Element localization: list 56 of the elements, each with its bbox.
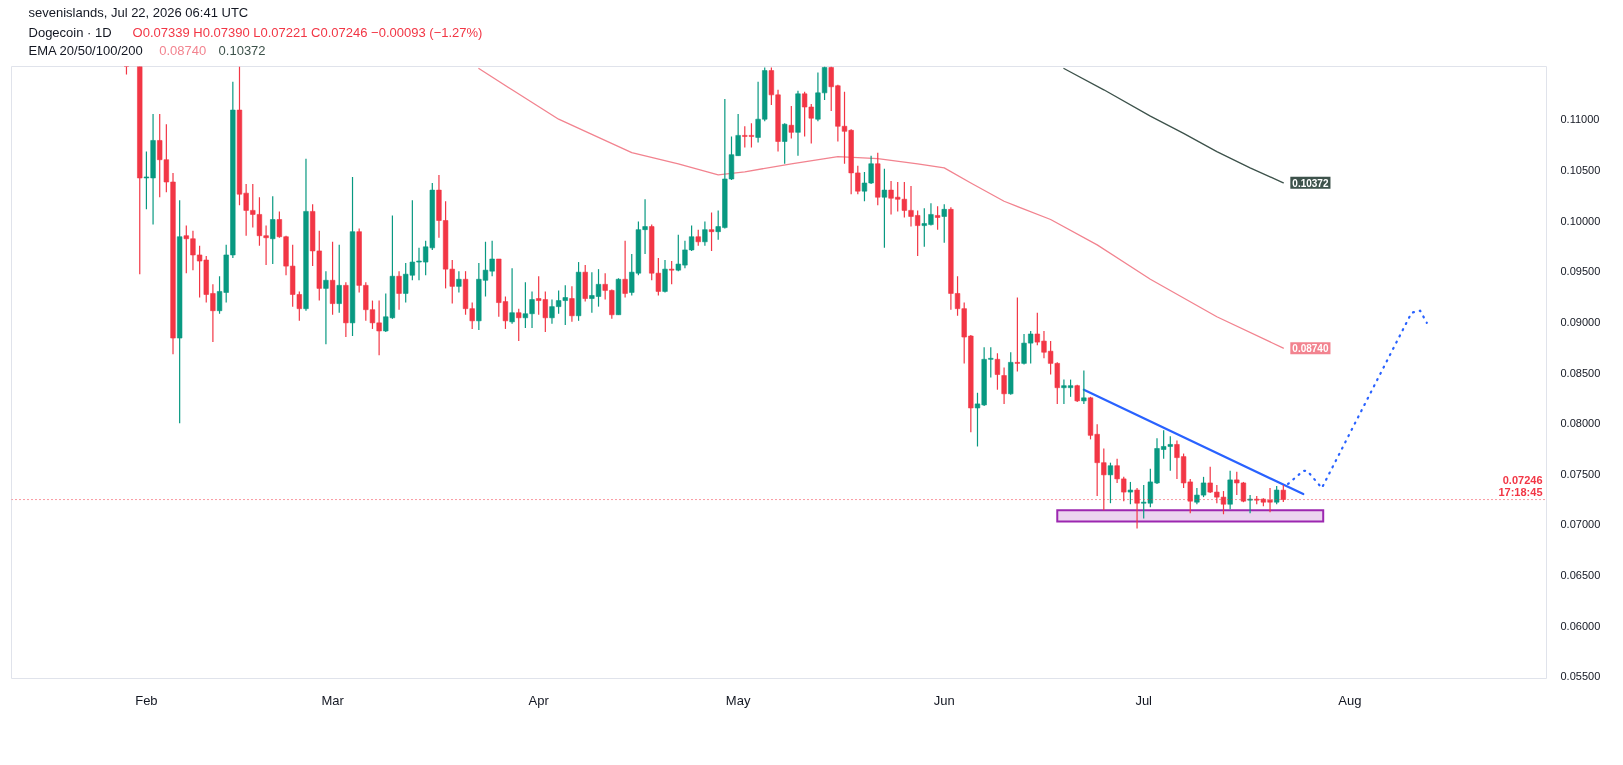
chart-subtitle: O0.07339 H0.07390 L0.07221 C0.07246 −0.00093 (−1.27%) — [132, 25, 483, 40]
candlestick — [622, 240, 628, 299]
candlestick — [270, 195, 276, 265]
y-tick-label: 0.10500 — [1560, 163, 1601, 176]
candlestick — [662, 259, 668, 294]
x-tick-label: Apr — [528, 692, 550, 708]
line-series — [478, 67, 1284, 349]
y-tick-label: 0.09500 — [1560, 265, 1601, 278]
candlestick — [516, 308, 522, 342]
text: 0.08740 — [159, 43, 207, 58]
x-tick-label: Jun — [933, 692, 955, 708]
text: 0.10372 — [218, 43, 266, 58]
y-tick-label: 0.10000 — [1560, 214, 1601, 227]
candlestick — [782, 122, 788, 165]
candlestick — [509, 267, 515, 325]
x-tick-label: Mar — [321, 692, 345, 708]
candlestick — [881, 168, 888, 249]
candlestick — [994, 352, 1001, 391]
candlestick — [1001, 366, 1007, 405]
data-label: 0.10372 — [1292, 177, 1329, 189]
y-tick-label: 0.07000 — [1560, 518, 1601, 531]
y-tick-label: 0.06500 — [1560, 569, 1601, 582]
candlestick — [1127, 481, 1134, 505]
y-tick-label: 0.09000 — [1560, 315, 1601, 328]
y-tick-label: 0.08500 — [1560, 366, 1601, 379]
candlestick — [336, 244, 342, 314]
candlestick — [708, 211, 715, 252]
candlestick — [456, 270, 462, 294]
candlestick — [1081, 369, 1087, 405]
line-series — [1063, 67, 1284, 184]
y-tick-label: 0.06000 — [1560, 619, 1601, 632]
x-tick-label: Aug — [1338, 692, 1362, 708]
x-tick-label: Feb — [135, 692, 158, 708]
legend-title: EMA 20/50/100/200 — [28, 43, 143, 58]
candlestick — [323, 270, 329, 345]
y-tick-label: 0.07500 — [1560, 467, 1601, 480]
ref-line-label: 0.07246 17:18:45 — [1498, 473, 1543, 498]
candlestick — [934, 205, 941, 231]
candlestick — [1014, 296, 1021, 373]
candlestick — [941, 203, 947, 244]
chart-title: Dogecoin · 1D — [28, 25, 112, 40]
y-tick-label: 0.05500 — [1560, 670, 1601, 683]
y-tick-label: 0.11000 — [1560, 113, 1600, 126]
candlestick — [1247, 494, 1253, 514]
candlestick — [396, 270, 402, 311]
x-tick-label: May — [725, 692, 751, 708]
x-tick-label: Jul — [1135, 692, 1153, 708]
candlestick — [788, 105, 794, 140]
y-tick-label: 0.08000 — [1560, 417, 1601, 430]
candlestick — [329, 241, 336, 316]
data-label: 0.08740 — [1292, 343, 1329, 355]
text: sevenislands, Jul 22, 2026 06:41 UTC — [28, 5, 249, 20]
candlestick — [702, 220, 708, 247]
candlestick — [669, 260, 675, 285]
candlestick — [569, 285, 575, 323]
candlestick — [1107, 462, 1114, 504]
